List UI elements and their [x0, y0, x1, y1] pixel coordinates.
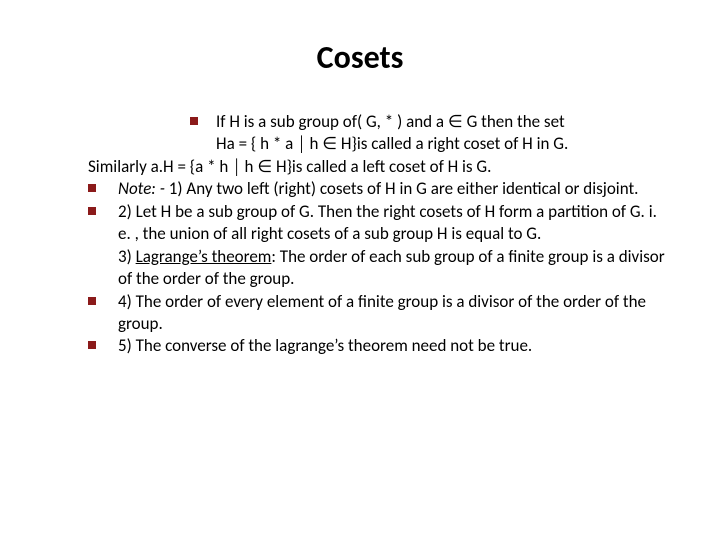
slide: Cosets If H is a sub group of( G, * ) an… — [0, 0, 720, 540]
item-1-line-3: Similarly a.H = {a * h │ h ∈ H}is called… — [48, 156, 672, 178]
bullet-item-4: 4) The order of every element of a finit… — [48, 291, 672, 336]
bullet-item-3: 2) Let H be a sub group of G. Then the r… — [48, 201, 672, 246]
item-1-line-1: If H is a sub group of( G, * ) and a ∈ G… — [118, 111, 672, 133]
item-1-line-2: Ha = { h * a │ h ∈ H}is called a right c… — [118, 133, 672, 155]
item-3b-underline: Lagrange’s theorem — [136, 246, 272, 267]
item-1-line-2-row: Ha = { h * a │ h ∈ H}is called a right c… — [48, 133, 672, 155]
item-3b-row: 3) Lagrange’s theorem: The order of each… — [48, 246, 672, 291]
bullet-icon — [88, 297, 96, 305]
item-3-text: 2) Let H be a sub group of G. Then the r… — [118, 201, 672, 246]
bullet-icon — [190, 117, 198, 125]
note-rest: 1) Any two left (right) cosets of H in G… — [165, 178, 639, 199]
bullet-icon — [88, 341, 96, 349]
item-3b-prefix: 3) — [118, 246, 136, 267]
slide-title: Cosets — [48, 38, 672, 77]
bullet-icon — [88, 184, 96, 192]
note-prefix: Note: - — [118, 178, 165, 199]
bullet-item-5: 5) The converse of the lagrange’s theore… — [48, 335, 672, 357]
bullet-icon — [88, 207, 96, 215]
bullet-item-2: Note: - 1) Any two left (right) cosets o… — [48, 178, 672, 200]
item-4-text: 4) The order of every element of a finit… — [118, 291, 672, 336]
bullet-item-1: If H is a sub group of( G, * ) and a ∈ G… — [48, 111, 672, 133]
item-2-text: Note: - 1) Any two left (right) cosets o… — [118, 178, 672, 200]
item-5-text: 5) The converse of the lagrange’s theore… — [118, 335, 672, 357]
slide-body: If H is a sub group of( G, * ) and a ∈ G… — [48, 111, 672, 358]
item-1-line-3-row: Similarly a.H = {a * h │ h ∈ H}is called… — [48, 156, 672, 178]
item-3b-text: 3) Lagrange’s theorem: The order of each… — [118, 246, 672, 291]
